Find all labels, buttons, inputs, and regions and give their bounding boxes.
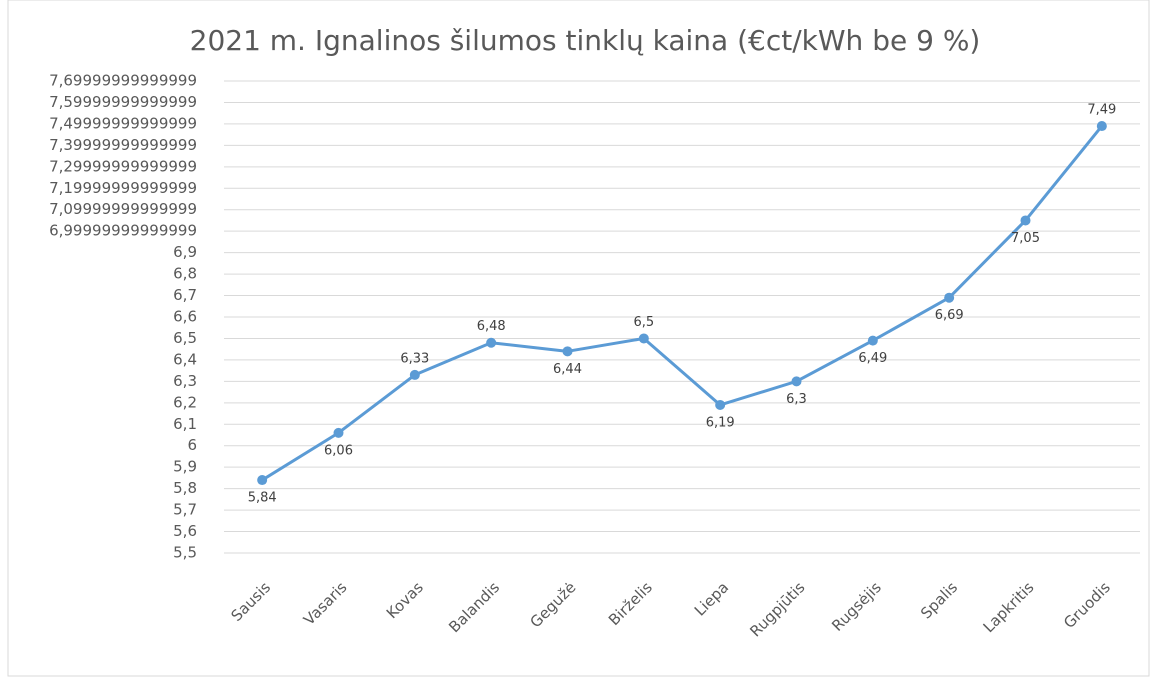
y-tick-label: 7,29999999999999 [49,157,197,175]
data-label: 6,44 [553,362,582,377]
data-label: 6,3 [786,392,807,407]
data-label: 6,48 [477,319,506,334]
data-label: 6,33 [400,351,429,366]
data-point [791,376,802,387]
data-point [562,346,573,357]
y-tick-label: 7,09999999999999 [49,200,197,218]
y-tick-label: 6 [187,436,197,454]
data-point [638,333,649,344]
y-tick-label: 6,6 [173,308,197,326]
y-tick-label: 5,8 [173,479,197,497]
y-tick-label: 6,2 [173,393,197,411]
y-tick-label: 6,1 [173,415,197,433]
y-tick-label: 7,59999999999999 [49,93,197,111]
data-point [486,337,497,348]
data-point [944,292,955,303]
data-label: 6,49 [858,351,887,366]
y-tick-label: 7,49999999999999 [49,114,197,132]
data-point [333,427,344,438]
data-label: 6,5 [633,315,654,330]
y-tick-label: 7,39999999999999 [49,136,197,154]
y-tick-label: 5,6 [173,522,197,540]
chart-title: 2021 m. Ignalinos šilumos tinklų kaina (… [190,24,981,57]
data-label: 7,49 [1087,103,1116,118]
y-tick-label: 5,7 [173,501,197,519]
data-point [1096,121,1107,132]
data-label: 6,06 [324,443,353,458]
data-point [1020,215,1031,226]
series-line [261,125,1103,482]
data-point [867,335,878,346]
y-tick-label: 6,99999999999999 [49,222,197,240]
data-point [715,399,726,410]
y-tick-label: 6,7 [173,286,197,304]
y-tick-label: 6,8 [173,265,197,283]
data-label: 6,19 [706,415,735,430]
data-label: 7,05 [1011,231,1040,246]
y-tick-label: 6,4 [173,350,197,368]
y-tick-label: 5,5 [173,544,197,562]
y-tick-label: 5,9 [173,458,197,476]
y-tick-label: 6,5 [173,329,197,347]
data-label: 6,69 [935,308,964,323]
y-tick-label: 7,69999999999999 [49,72,197,90]
y-tick-label: 6,3 [173,372,197,390]
data-point [257,475,268,486]
y-tick-label: 7,19999999999999 [49,179,197,197]
y-tick-label: 6,9 [173,243,197,261]
data-point [409,369,420,380]
data-label: 5,84 [248,491,277,506]
